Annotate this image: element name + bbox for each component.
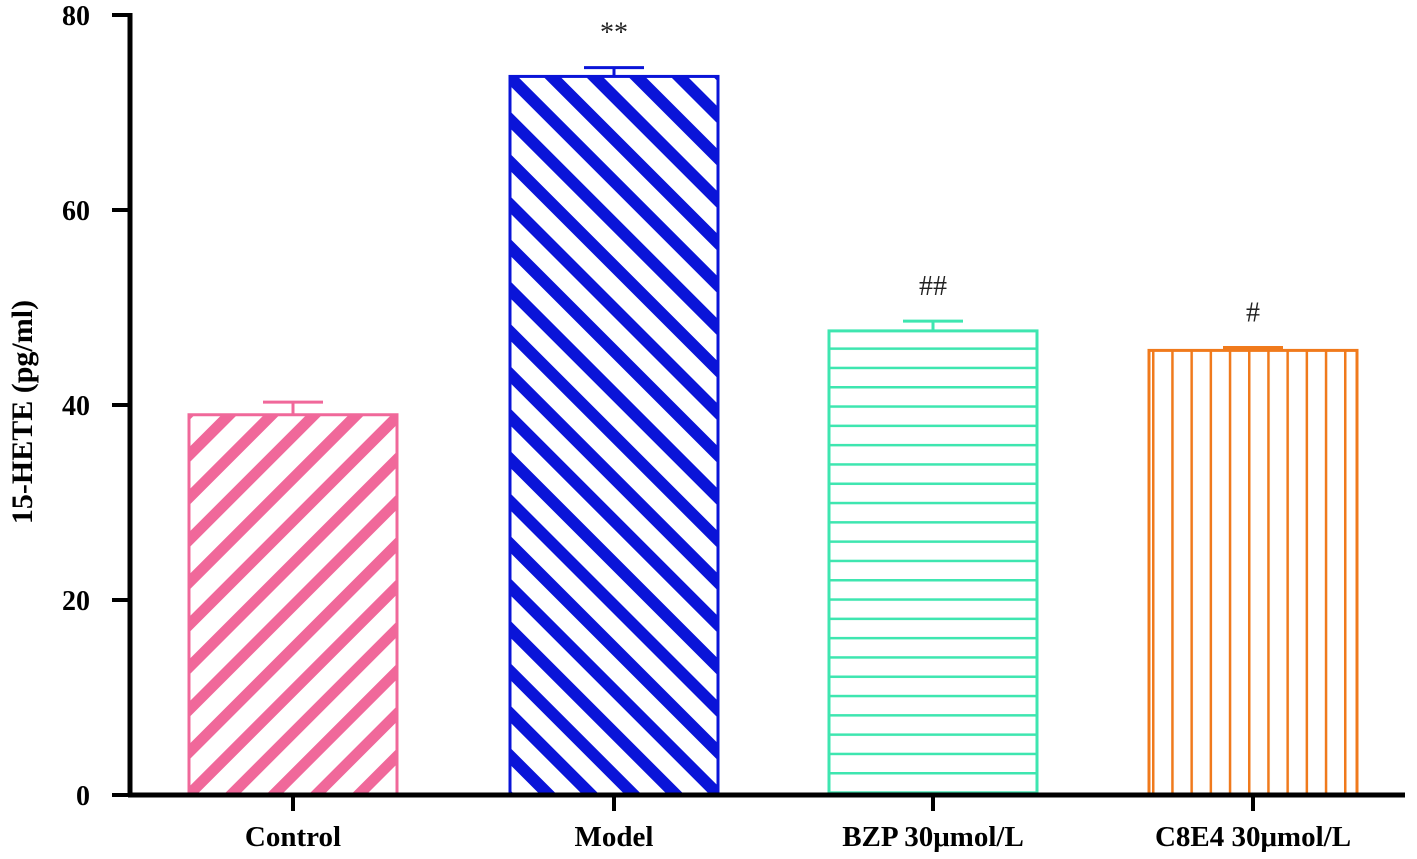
x-tick-label-1: Model [575, 821, 654, 853]
error-bar-3 [1223, 345, 1283, 351]
x-tick-label-2: BZP 30μmol/L [842, 821, 1024, 853]
annotations-group: **### [600, 18, 1260, 329]
significance-annotation-1: ** [600, 18, 628, 49]
x-tick-label-0: Control [245, 821, 341, 853]
bar-model [508, 74, 720, 797]
significance-annotation-2: ## [919, 271, 947, 302]
error-bar-2 [903, 319, 963, 331]
y-tick-label-2: 40 [62, 391, 90, 422]
error-bars-group [263, 66, 1283, 415]
y-tick-label-4: 80 [62, 1, 90, 32]
bars-group [187, 74, 1359, 797]
x-tick-label-3: C8E4 30μmol/L [1155, 821, 1351, 853]
error-bar-1 [584, 66, 644, 77]
y-tick-label-3: 60 [62, 196, 90, 227]
significance-annotation-3: # [1246, 297, 1260, 328]
bar-bzp-30-mol-l [827, 329, 1039, 797]
y-tick-label-0: 0 [76, 781, 90, 812]
y-tick-label-1: 20 [62, 586, 90, 617]
bar-c8e4-30-mol-l [1147, 348, 1359, 797]
axes-group: Control Model BZP 30μmol/L C8E4 30μmol/L 0 20… [62, 1, 1405, 853]
bar-control [187, 413, 399, 797]
y-axis-title: 15-HETE (pg/ml) [6, 300, 39, 524]
error-bar-0 [263, 400, 323, 415]
